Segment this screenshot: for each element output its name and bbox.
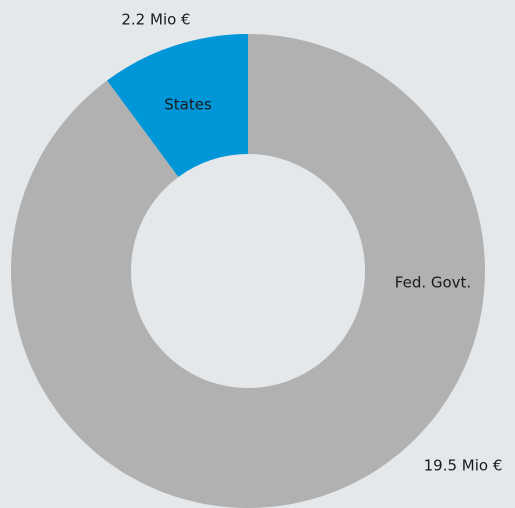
donut-slice (10, 34, 486, 508)
slice-label: States (164, 96, 212, 114)
donut-slice (107, 34, 248, 177)
slice-label: Fed. Govt. (395, 274, 471, 292)
value-label: 19.5 Mio € (424, 457, 503, 475)
value-label: 2.2 Mio € (121, 11, 190, 29)
